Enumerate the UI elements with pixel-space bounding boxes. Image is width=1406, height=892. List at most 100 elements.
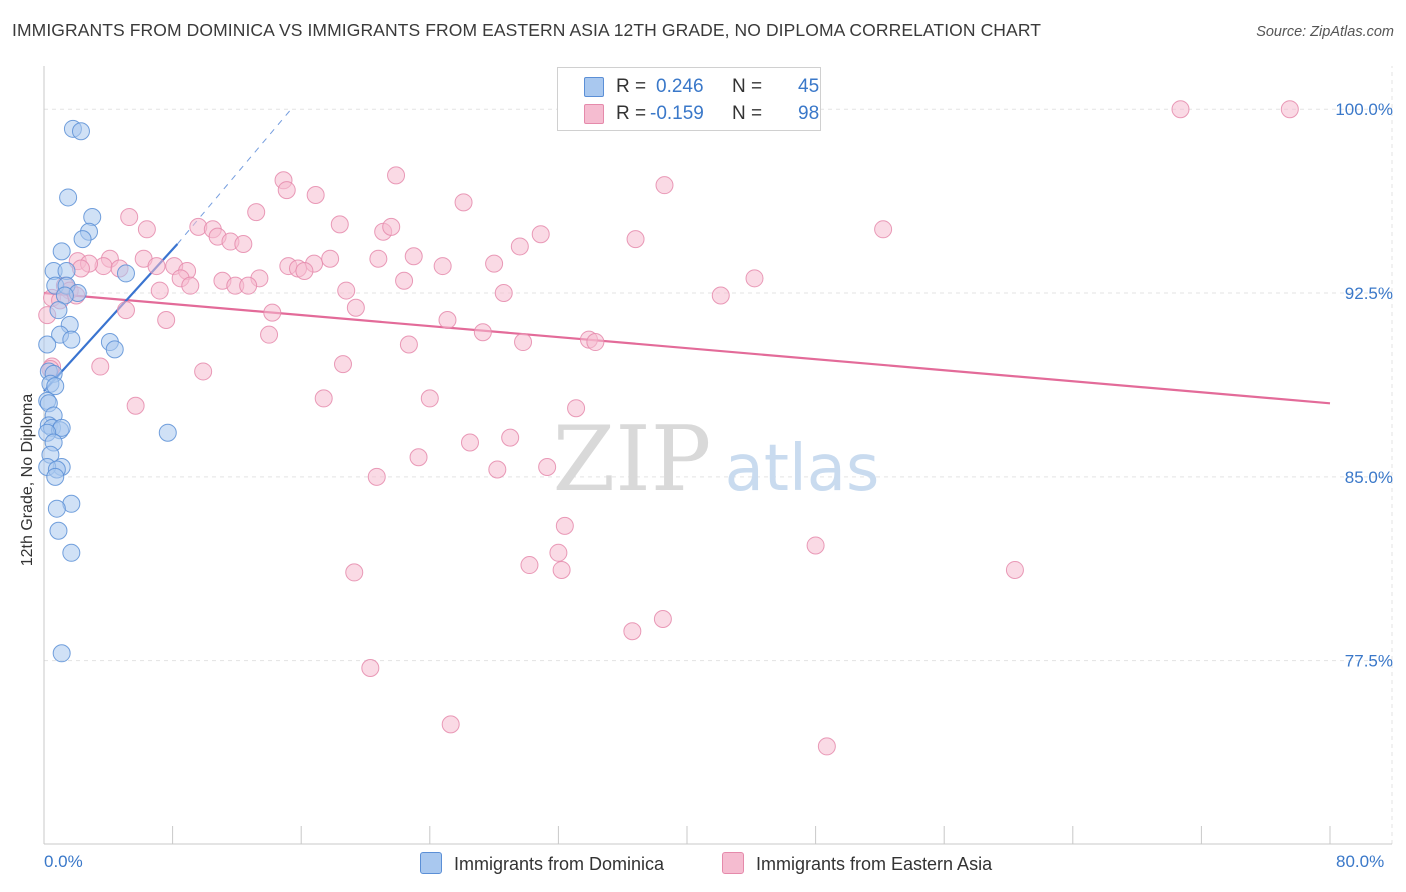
point-eastern-asia (387, 166, 406, 185)
point-eastern-asia (485, 254, 504, 273)
chart-title: IMMIGRANTS FROM DOMINICA VS IMMIGRANTS F… (12, 20, 1042, 40)
point-eastern-asia (552, 560, 571, 579)
point-eastern-asia (454, 193, 473, 212)
bottom-legend-label-eastern-asia: Immigrants from Eastern Asia (756, 854, 993, 874)
axes (43, 826, 1392, 845)
point-eastern-asia (817, 737, 836, 756)
point-eastern-asia (126, 396, 145, 415)
point-eastern-asia (404, 247, 423, 266)
point-eastern-asia (399, 335, 418, 354)
point-eastern-asia (655, 176, 674, 195)
legend-n-value: 98 (798, 103, 820, 124)
point-dominica (46, 467, 65, 486)
point-eastern-asia (181, 276, 200, 295)
legend-n-value: 45 (798, 76, 820, 97)
point-eastern-asia (473, 323, 492, 342)
bottom-legend-dominica: Immigrants from Dominica (420, 852, 664, 875)
point-eastern-asia (395, 271, 414, 290)
point-dominica (62, 330, 81, 349)
point-eastern-asia (420, 389, 439, 408)
point-eastern-asia (147, 257, 166, 276)
source-credit: Source: ZipAtlas.com (1256, 24, 1394, 40)
point-eastern-asia (549, 543, 568, 562)
point-eastern-asia (488, 460, 507, 479)
trend-lines (43, 106, 1331, 405)
point-eastern-asia (623, 622, 642, 641)
point-dominica (49, 301, 68, 320)
trend-line-eastern-asia (43, 291, 1331, 405)
point-dominica (46, 377, 65, 396)
watermark: ZIP atlas (553, 407, 880, 512)
bottom-legend-label-dominica: Immigrants from Dominica (454, 854, 665, 874)
point-eastern-asia (586, 333, 605, 352)
x-tick-label-min: 0.0% (44, 852, 83, 871)
point-eastern-asia (321, 249, 340, 268)
point-dominica (59, 188, 78, 207)
y-tick-labels: 77.5% 85.0% 92.5% 100.0% (1335, 100, 1393, 670)
point-eastern-asia (333, 355, 352, 374)
point-dominica (116, 264, 135, 283)
point-eastern-asia (314, 389, 333, 408)
legend-r-label: R = (616, 103, 647, 124)
legend-r-value: -0.159 (650, 103, 704, 124)
point-eastern-asia (538, 458, 557, 477)
point-eastern-asia (382, 217, 401, 236)
bottom-legend-swatch-pink (722, 852, 744, 874)
point-eastern-asia (346, 298, 365, 317)
gridlines (43, 66, 1393, 844)
point-dominica (158, 423, 177, 442)
bottom-legend-swatch-blue (420, 852, 442, 874)
point-eastern-asia (1005, 560, 1024, 579)
bottom-legend-eastern-asia: Immigrants from Eastern Asia (722, 852, 992, 875)
watermark-zip: ZIP (553, 407, 712, 512)
point-eastern-asia (306, 185, 325, 204)
legend-n-label: N = (732, 76, 763, 97)
point-eastern-asia (194, 362, 213, 381)
point-eastern-asia (369, 249, 388, 268)
point-eastern-asia (510, 237, 529, 256)
y-axis-label-wrap: 12th Grade, No Diploma (16, 330, 40, 630)
point-eastern-asia (653, 609, 672, 628)
point-eastern-asia (361, 658, 380, 677)
point-eastern-asia (116, 301, 135, 320)
point-eastern-asia (531, 225, 550, 244)
point-dominica (52, 242, 71, 261)
point-eastern-asia (157, 310, 176, 329)
point-eastern-asia (345, 563, 364, 582)
legend-r-value: 0.246 (656, 76, 704, 97)
data-points (38, 100, 1299, 756)
point-dominica (71, 122, 90, 141)
point-eastern-asia (433, 257, 452, 276)
point-eastern-asia (330, 215, 349, 234)
legend-swatch-blue (584, 77, 604, 97)
point-eastern-asia (1280, 100, 1299, 119)
point-dominica (105, 340, 124, 359)
point-eastern-asia (626, 230, 645, 249)
point-dominica (52, 644, 71, 663)
point-eastern-asia (247, 203, 266, 222)
point-dominica (47, 499, 66, 518)
y-tick-label: 77.5% (1345, 652, 1393, 671)
point-eastern-asia (494, 284, 513, 303)
point-eastern-asia (438, 310, 457, 329)
point-eastern-asia (441, 715, 460, 734)
point-eastern-asia (337, 281, 356, 300)
watermark-atlas: atlas (725, 432, 880, 506)
y-tick-label: 100.0% (1335, 100, 1393, 119)
y-tick-label: 92.5% (1345, 284, 1393, 303)
point-eastern-asia (150, 281, 169, 300)
point-eastern-asia (1171, 100, 1190, 119)
point-eastern-asia (567, 399, 586, 418)
legend-swatch-pink (584, 104, 604, 124)
point-eastern-asia (234, 235, 253, 254)
y-axis-label: 12th Grade, No Diploma (19, 393, 36, 567)
point-eastern-asia (555, 516, 574, 535)
y-tick-label: 85.0% (1345, 468, 1393, 487)
point-eastern-asia (460, 433, 479, 452)
point-dominica (38, 335, 57, 354)
point-dominica (83, 208, 102, 227)
point-eastern-asia (263, 303, 282, 322)
point-eastern-asia (520, 556, 539, 575)
point-dominica (73, 230, 92, 249)
x-tick-label-max: 80.0% (1336, 852, 1385, 871)
